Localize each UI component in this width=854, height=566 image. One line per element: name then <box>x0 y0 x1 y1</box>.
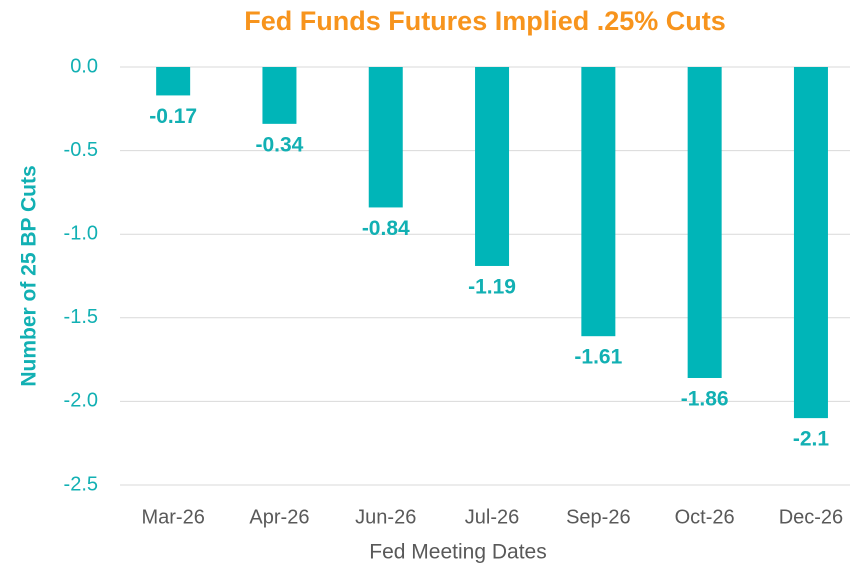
y-axis-label: Number of 25 BP Cuts <box>18 165 41 386</box>
bar <box>368 67 403 208</box>
x-tick-label: Mar-26 <box>141 506 204 528</box>
x-tick-label: Jul-26 <box>465 506 519 528</box>
bar <box>581 67 616 337</box>
bar <box>793 67 828 419</box>
chart-title: Fed Funds Futures Implied .25% Cuts <box>244 6 726 36</box>
value-label: -1.19 <box>468 276 516 299</box>
value-label: -0.34 <box>256 133 304 156</box>
x-tick-label: Dec-26 <box>779 506 843 528</box>
value-label: -1.61 <box>574 346 622 369</box>
value-label: -0.84 <box>362 217 410 240</box>
x-tick-label: Oct-26 <box>675 506 735 528</box>
bar <box>475 67 510 266</box>
value-label: -0.17 <box>149 105 197 128</box>
x-tick-label: Sep-26 <box>566 506 631 528</box>
x-axis-label: Fed Meeting Dates <box>369 541 546 564</box>
value-label: -2.1 <box>793 428 830 451</box>
x-tick-label: Apr-26 <box>249 506 309 528</box>
bar <box>262 67 297 124</box>
bar <box>156 67 191 96</box>
y-tick-label: -1.5 <box>64 306 98 328</box>
value-label: -1.86 <box>681 388 729 411</box>
y-tick-label: -2.5 <box>64 473 98 495</box>
y-tick-label: 0.0 <box>70 55 98 77</box>
y-tick-label: -1.0 <box>64 222 98 244</box>
y-tick-label: -0.5 <box>64 139 98 161</box>
y-tick-label: -2.0 <box>64 390 98 412</box>
bar <box>687 67 722 378</box>
x-tick-label: Jun-26 <box>355 506 416 528</box>
